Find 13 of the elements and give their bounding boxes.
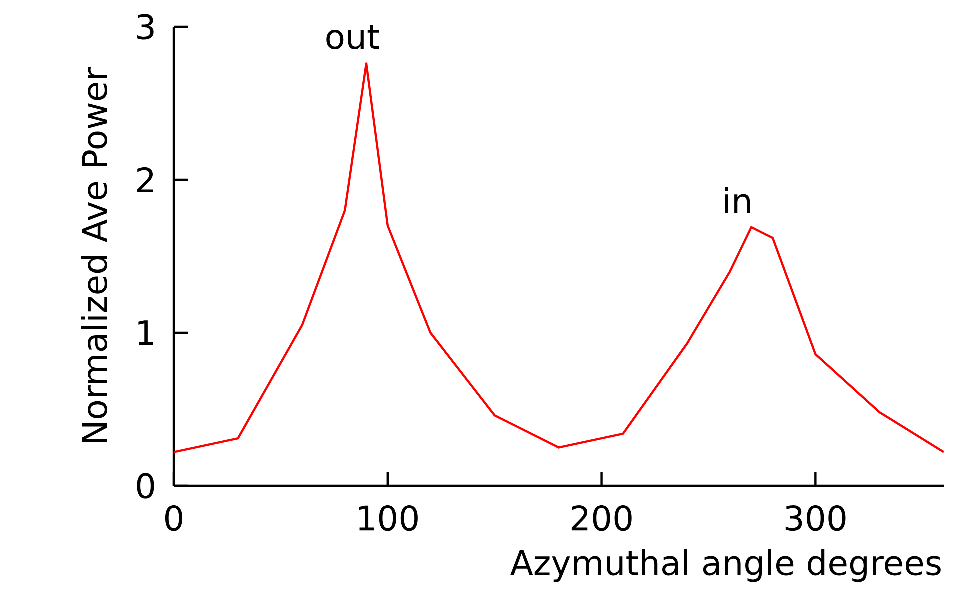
x-tick-label: 0 [165,505,183,532]
y-axis-title: Normalized Ave Power [81,67,108,442]
annotation: in [725,187,750,214]
annotation: out [326,25,380,50]
y-tick-label: 3 [138,14,154,40]
y-tick-label: 2 [137,167,154,193]
x-tick-label: 300 [786,505,846,532]
x-axis-title: Azymuthal angle degrees [510,549,941,582]
x-tick-label: 100 [359,505,418,532]
y-tick-label: 0 [137,473,154,499]
x-tick-label: 200 [572,505,632,532]
line-series [172,62,946,454]
y-tick-label: 1 [138,320,154,346]
